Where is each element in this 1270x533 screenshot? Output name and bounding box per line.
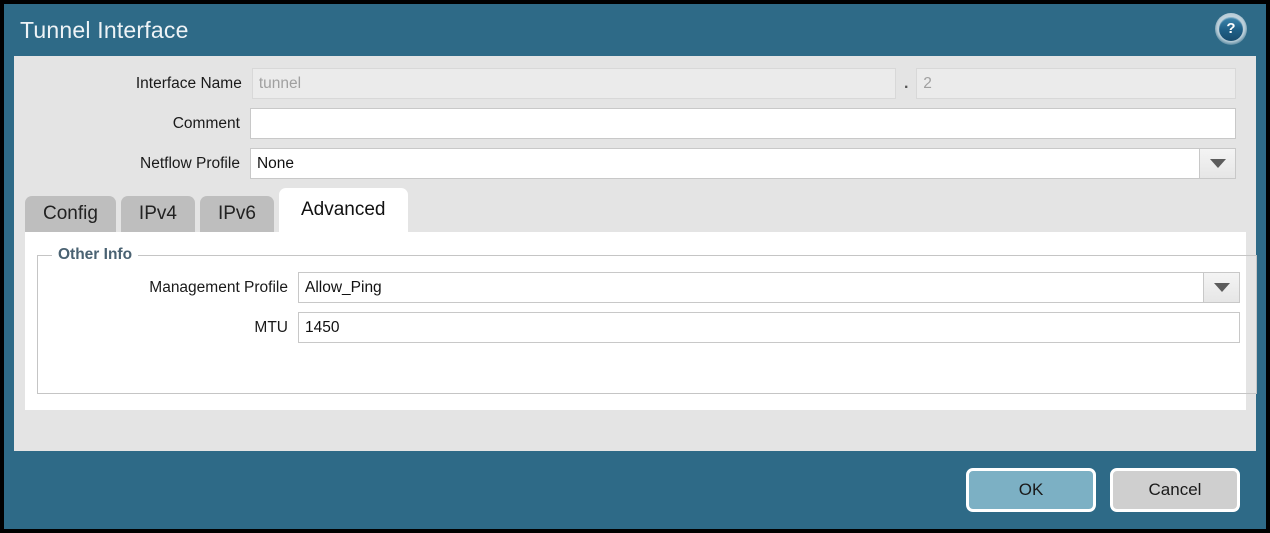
management-profile-dropdown-button[interactable] <box>1203 272 1240 303</box>
dialog-titlebar: Tunnel Interface ? <box>4 4 1266 56</box>
dialog-body: Interface Name tunnel . 2 Comment Netflo… <box>14 56 1257 451</box>
interface-name-separator: . <box>904 74 909 92</box>
chevron-down-icon <box>1209 159 1226 168</box>
comment-input[interactable] <box>249 108 1236 139</box>
comment-row: Comment <box>14 108 1256 139</box>
netflow-profile-row: Netflow Profile None <box>14 148 1256 179</box>
help-icon[interactable]: ? <box>1215 13 1247 45</box>
netflow-profile-dropdown-button[interactable] <box>1199 148 1236 179</box>
tabpanel-advanced: Other Info Management Profile Allow_Ping… <box>25 232 1257 410</box>
mtu-input[interactable]: 1450 <box>298 312 1240 343</box>
management-profile-select[interactable]: Allow_Ping <box>298 272 1240 303</box>
tab-ipv6[interactable]: IPv6 <box>199 196 274 232</box>
tab-config[interactable]: Config <box>25 196 116 232</box>
tunnel-interface-dialog: Tunnel Interface ? Interface Name tunnel… <box>4 4 1266 529</box>
interface-name-input: tunnel <box>251 68 897 99</box>
tabstrip: Config IPv4 IPv6 Advanced <box>25 188 1256 232</box>
management-profile-value[interactable]: Allow_Ping <box>298 272 1203 303</box>
mtu-row: MTU 1450 <box>46 312 1248 343</box>
management-profile-row: Management Profile Allow_Ping <box>46 272 1248 303</box>
tabs-area: Config IPv4 IPv6 Advanced Other Info Man… <box>14 188 1257 410</box>
help-icon-glyph: ? <box>1219 17 1243 41</box>
comment-label: Comment <box>172 114 240 132</box>
dialog-footer: OK Cancel <box>4 451 1266 529</box>
cancel-button[interactable]: Cancel <box>1110 468 1240 512</box>
netflow-profile-select[interactable]: None <box>249 148 1236 179</box>
ok-button[interactable]: OK <box>966 468 1096 512</box>
dialog-title: Tunnel Interface <box>20 16 189 43</box>
other-info-legend: Other Info <box>58 246 133 263</box>
management-profile-label: Management Profile <box>149 278 288 296</box>
interface-name-suffix-input: 2 <box>916 68 1236 99</box>
tab-advanced[interactable]: Advanced <box>278 188 408 232</box>
mtu-label: MTU <box>254 318 288 336</box>
interface-name-label: Interface Name <box>135 74 242 92</box>
tab-ipv4[interactable]: IPv4 <box>120 196 195 232</box>
interface-name-row: Interface Name tunnel . 2 <box>14 68 1256 99</box>
chevron-down-icon <box>1213 283 1230 292</box>
netflow-profile-value[interactable]: None <box>249 148 1199 179</box>
other-info-fieldset: Other Info Management Profile Allow_Ping… <box>37 246 1257 394</box>
netflow-profile-label: Netflow Profile <box>140 154 240 172</box>
